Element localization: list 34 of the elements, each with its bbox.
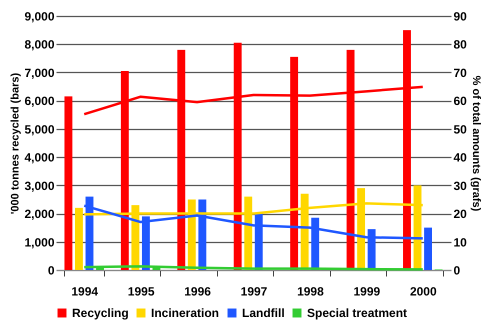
y-axis-title: '000 tonnes recycled (bars) — [9, 72, 22, 214]
y2-tick-label: 70 — [454, 66, 468, 80]
y2-tick-label: 90 — [454, 10, 468, 24]
x-tick-label: 1997 — [240, 284, 268, 298]
y-tick-label: 7,000 — [24, 66, 55, 80]
x-tick-label: 1999 — [354, 284, 381, 298]
y-tick-label: 3,000 — [24, 178, 55, 193]
y-tick-label: 5,000 — [24, 122, 55, 136]
y2-axis-title: % of total amounts (grafs) — [470, 76, 482, 212]
y-tick-label: 9,000 — [24, 10, 55, 24]
y2-tick-label: 0 — [454, 264, 460, 278]
y2-tick-label: 10 — [454, 235, 468, 250]
y-tick-label: 6,000 — [24, 94, 55, 108]
legend-label: Special treatment — [307, 306, 408, 320]
x-tick-label: 2000 — [410, 284, 437, 298]
x-tick-label: 1994 — [71, 284, 98, 298]
y-tick-label: 8,000 — [24, 38, 55, 52]
y-tick-label: 2,000 — [24, 207, 55, 222]
y-tick-label: 0 — [48, 264, 55, 278]
legend-label: Recycling — [72, 306, 129, 320]
y2-tick-label: 30 — [454, 178, 468, 193]
x-tick-label: 1996 — [184, 284, 212, 298]
x-tick-label: 1995 — [128, 284, 155, 298]
legend-label: Incineration — [151, 306, 220, 320]
y2-tick-label: 60 — [454, 94, 468, 108]
y-tick-label: 1,000 — [24, 235, 55, 250]
legend-label: Landfill — [242, 306, 285, 320]
bar — [64, 96, 72, 270]
y-tick-label: 4,000 — [24, 150, 55, 165]
y2-tick-label: 40 — [454, 150, 468, 165]
x-tick-label: 1998 — [297, 284, 324, 298]
y2-tick-label: 20 — [454, 207, 468, 222]
y2-tick-label: 50 — [454, 122, 468, 136]
y2-tick-label: 80 — [454, 38, 468, 52]
